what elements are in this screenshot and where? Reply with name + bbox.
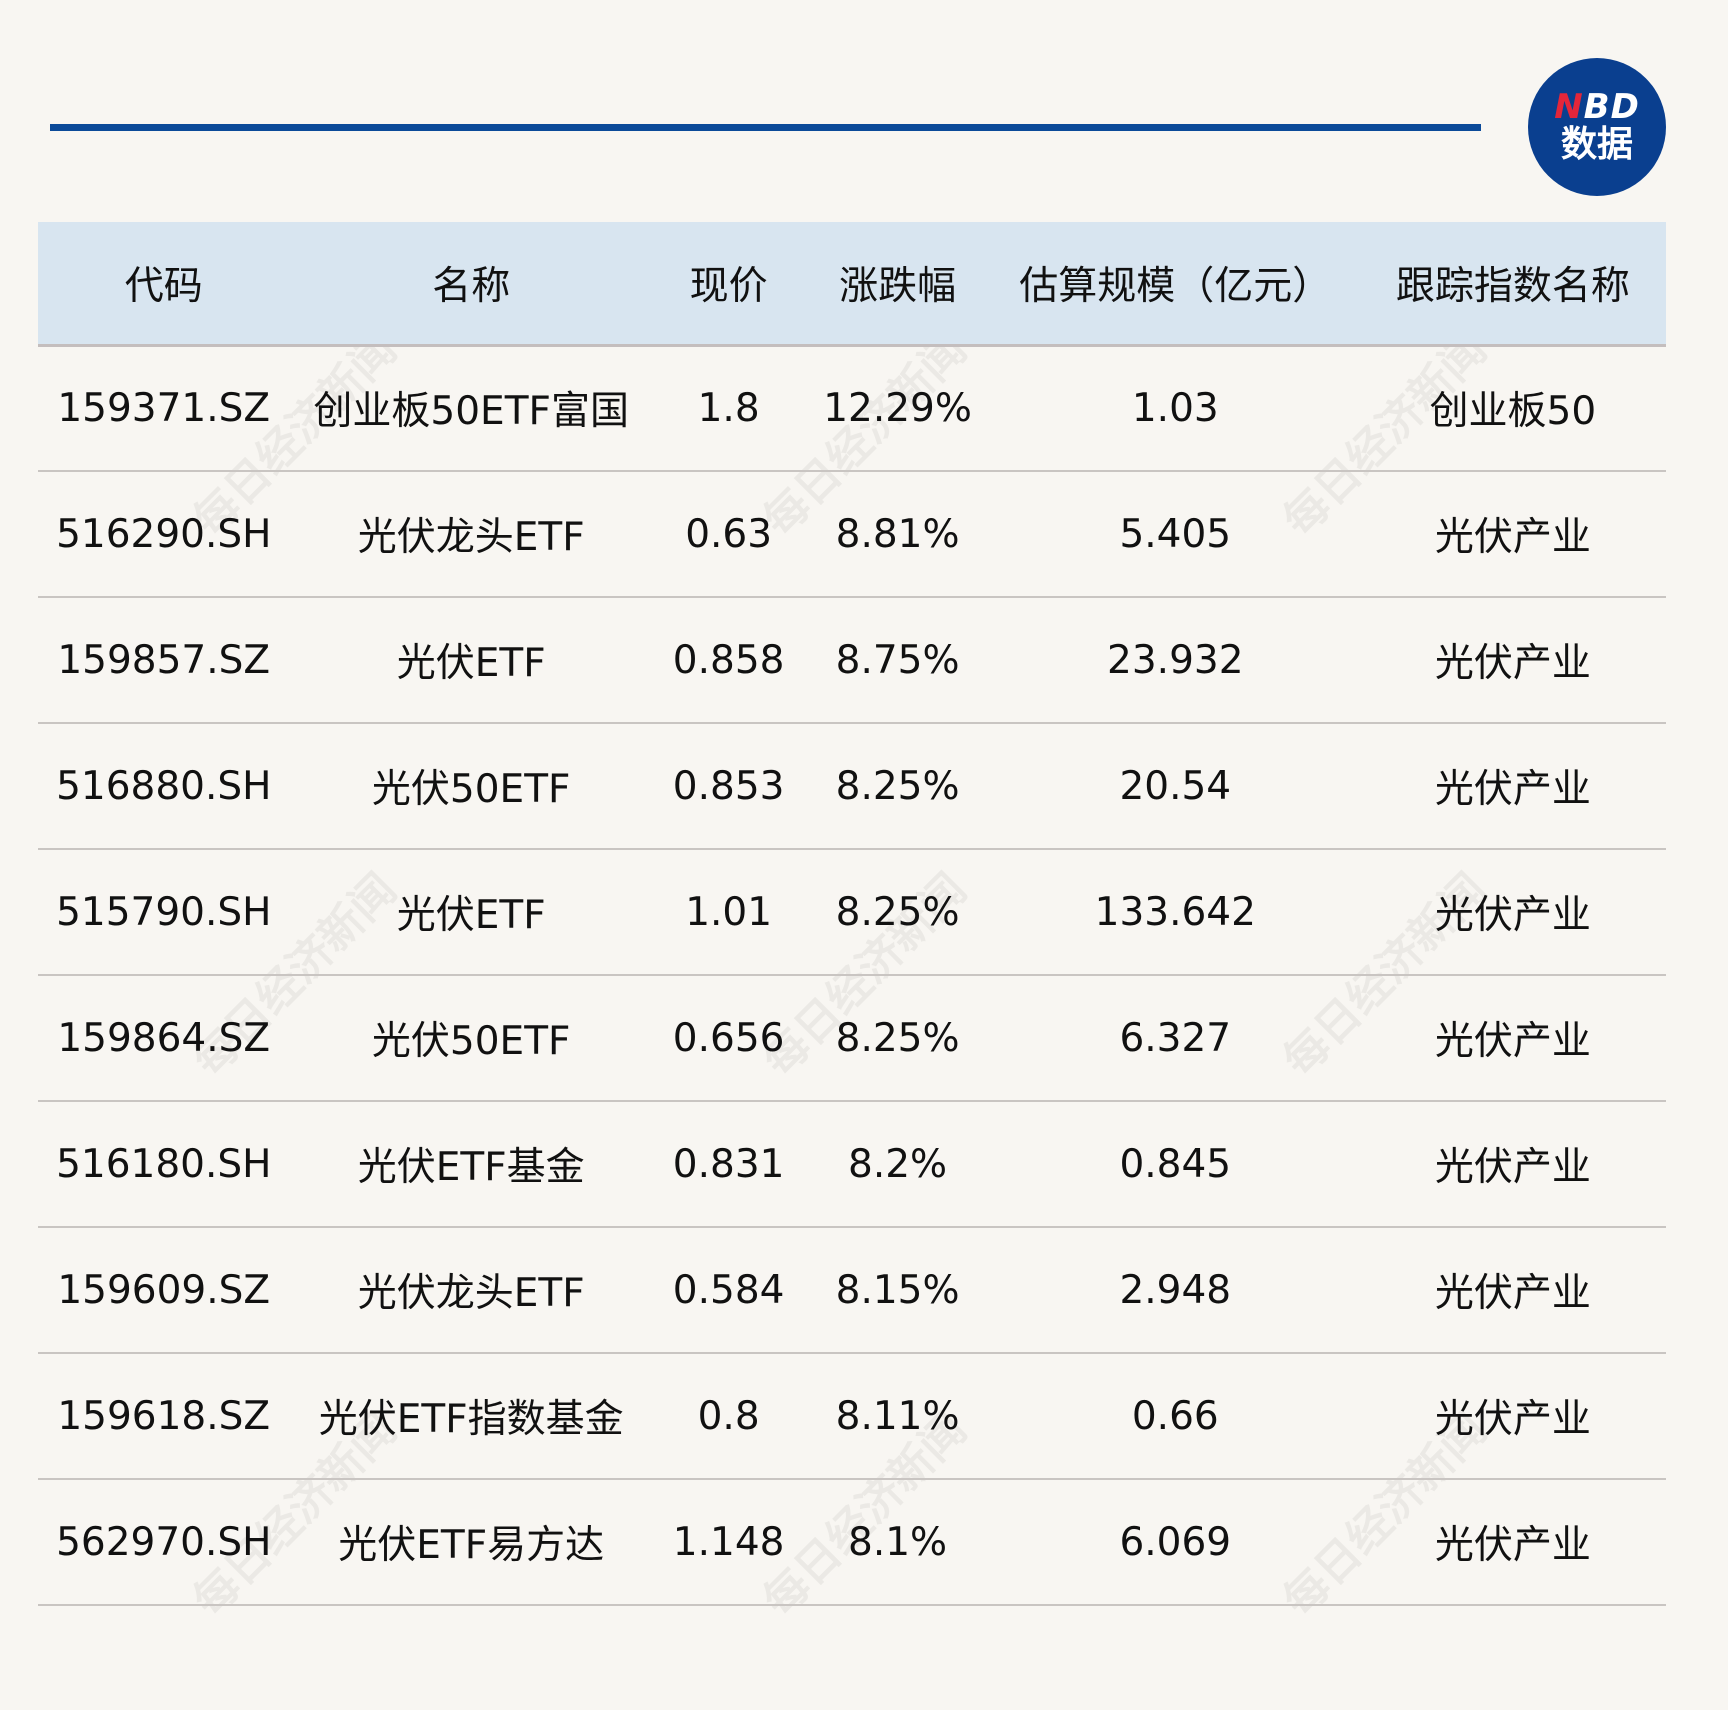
table-cell: 光伏ETF bbox=[289, 849, 653, 976]
column-header: 名称 bbox=[289, 222, 653, 347]
table-cell: 516880.SH bbox=[38, 723, 290, 850]
table-cell: 6.069 bbox=[990, 1479, 1360, 1606]
etf-table: 代码 名称 现价 涨跌幅 估算规模（亿元） 跟踪指数名称 159371.SZ 创业板50ET… bbox=[38, 222, 1666, 1606]
table-cell: 0.853 bbox=[652, 723, 805, 850]
column-header: 估算规模（亿元） bbox=[990, 222, 1360, 347]
table-row: 159618.SZ 光伏ETF指数基金 0.8 8.11% 0.66 光伏产业 bbox=[38, 1353, 1666, 1480]
table-cell: 8.81% bbox=[804, 471, 991, 598]
table-cell: 光伏ETF指数基金 bbox=[289, 1353, 653, 1480]
table-cell: 8.25% bbox=[804, 723, 991, 850]
table-cell: 1.03 bbox=[990, 345, 1360, 472]
table-cell: 8.25% bbox=[804, 975, 991, 1102]
table-cell: 光伏产业 bbox=[1359, 471, 1666, 598]
table-row: 159864.SZ 光伏50ETF 0.656 8.25% 6.327 光伏产业 bbox=[38, 975, 1666, 1102]
table-row: 159371.SZ 创业板50ETF富国 1.8 12.29% 1.03 创业板50 bbox=[38, 345, 1666, 472]
table-row: 515790.SH 光伏ETF 1.01 8.25% 133.642 光伏产业 bbox=[38, 849, 1666, 976]
table-cell: 光伏产业 bbox=[1359, 1101, 1666, 1228]
logo-sub: 数据 bbox=[1560, 124, 1633, 165]
table-row: 516290.SH 光伏龙头ETF 0.63 8.81% 5.405 光伏产业 bbox=[38, 471, 1666, 598]
table-cell: 516290.SH bbox=[38, 471, 290, 598]
table-cell: 8.15% bbox=[804, 1227, 991, 1354]
table-cell: 0.63 bbox=[652, 471, 805, 598]
table-cell: 0.831 bbox=[652, 1101, 805, 1228]
table-cell: 光伏ETF易方达 bbox=[289, 1479, 653, 1606]
table-cell: 159857.SZ bbox=[38, 597, 290, 724]
table-cell: 133.642 bbox=[990, 849, 1360, 976]
column-header: 现价 bbox=[652, 222, 805, 347]
table-cell: 8.11% bbox=[804, 1353, 991, 1480]
table-row: 159609.SZ 光伏龙头ETF 0.584 8.15% 2.948 光伏产业 bbox=[38, 1227, 1666, 1354]
table-cell: 8.75% bbox=[804, 597, 991, 724]
table-cell: 创业板50ETF富国 bbox=[289, 345, 653, 472]
table-row: 516180.SH 光伏ETF基金 0.831 8.2% 0.845 光伏产业 bbox=[38, 1101, 1666, 1228]
table-cell: 光伏产业 bbox=[1359, 1353, 1666, 1480]
header-rule bbox=[50, 124, 1481, 131]
table-row: 159857.SZ 光伏ETF 0.858 8.75% 23.932 光伏产业 bbox=[38, 597, 1666, 724]
table-cell: 562970.SH bbox=[38, 1479, 290, 1606]
column-header: 代码 bbox=[38, 222, 290, 347]
logo-n: N bbox=[1554, 87, 1584, 127]
table-cell: 159371.SZ bbox=[38, 345, 290, 472]
table-cell: 光伏产业 bbox=[1359, 849, 1666, 976]
column-header: 涨跌幅 bbox=[804, 222, 991, 347]
table-cell: 159609.SZ bbox=[38, 1227, 290, 1354]
table-cell: 20.54 bbox=[990, 723, 1360, 850]
table-cell: 光伏产业 bbox=[1359, 975, 1666, 1102]
table-cell: 6.327 bbox=[990, 975, 1360, 1102]
table-cell: 515790.SH bbox=[38, 849, 290, 976]
table-row: 562970.SH 光伏ETF易方达 1.148 8.1% 6.069 光伏产业 bbox=[38, 1479, 1666, 1606]
table-cell: 创业板50 bbox=[1359, 345, 1666, 472]
column-header: 跟踪指数名称 bbox=[1359, 222, 1666, 347]
table-cell: 1.01 bbox=[652, 849, 805, 976]
table-cell: 1.148 bbox=[652, 1479, 805, 1606]
table-cell: 光伏产业 bbox=[1359, 1227, 1666, 1354]
table-cell: 光伏50ETF bbox=[289, 975, 653, 1102]
table-row: 516880.SH 光伏50ETF 0.853 8.25% 20.54 光伏产业 bbox=[38, 723, 1666, 850]
table-cell: 159864.SZ bbox=[38, 975, 290, 1102]
table-cell: 光伏ETF基金 bbox=[289, 1101, 653, 1228]
table-cell: 8.25% bbox=[804, 849, 991, 976]
logo-bd: BD bbox=[1583, 87, 1640, 127]
table-cell: 12.29% bbox=[804, 345, 991, 472]
table-cell: 光伏产业 bbox=[1359, 1479, 1666, 1606]
table-cell: 0.656 bbox=[652, 975, 805, 1102]
table-header-row: 代码 名称 现价 涨跌幅 估算规模（亿元） 跟踪指数名称 bbox=[38, 222, 1666, 347]
table-cell: 8.1% bbox=[804, 1479, 991, 1606]
table-cell: 0.845 bbox=[990, 1101, 1360, 1228]
table-cell: 516180.SH bbox=[38, 1101, 290, 1228]
table-cell: 光伏ETF bbox=[289, 597, 653, 724]
table-cell: 光伏50ETF bbox=[289, 723, 653, 850]
table-cell: 0.584 bbox=[652, 1227, 805, 1354]
table-cell: 光伏产业 bbox=[1359, 597, 1666, 724]
table-cell: 1.8 bbox=[652, 345, 805, 472]
table-cell: 2.948 bbox=[990, 1227, 1360, 1354]
table-cell: 0.8 bbox=[652, 1353, 805, 1480]
table-cell: 光伏龙头ETF bbox=[289, 1227, 653, 1354]
nbd-data-logo: NBD 数据 bbox=[1528, 58, 1666, 196]
table-cell: 0.66 bbox=[990, 1353, 1360, 1480]
table-cell: 8.2% bbox=[804, 1101, 991, 1228]
table-cell: 光伏产业 bbox=[1359, 723, 1666, 850]
table-cell: 23.932 bbox=[990, 597, 1360, 724]
table-cell: 5.405 bbox=[990, 471, 1360, 598]
table-cell: 光伏龙头ETF bbox=[289, 471, 653, 598]
table-cell: 0.858 bbox=[652, 597, 805, 724]
table-cell: 159618.SZ bbox=[38, 1353, 290, 1480]
